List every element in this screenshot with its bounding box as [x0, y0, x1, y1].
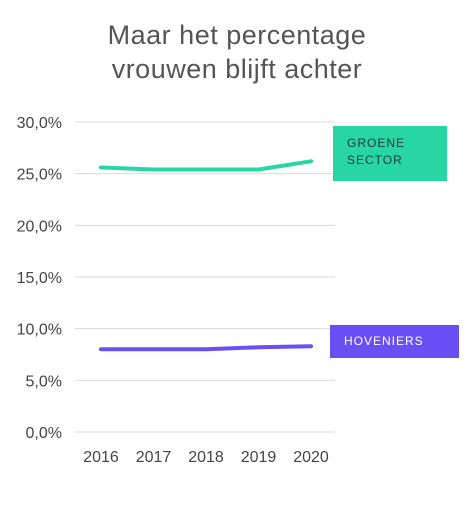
series-line-hoveniers [99, 344, 313, 352]
y-tick-label: 0,0% [26, 425, 62, 442]
y-tick-label: 15,0% [17, 270, 62, 287]
chart-title-line-2: vrouwen blijft achter [111, 54, 363, 84]
y-axis-ticks: 0,0% 5,0% 10,0% 15,0% 20,0% 25,0% 30,0% [17, 115, 62, 442]
y-tick-label: 20,0% [17, 218, 62, 235]
legend-hoveniers-label: HOVENIERS [344, 334, 424, 348]
gridlines [75, 121, 335, 433]
series-line-groene-sector [99, 159, 313, 172]
x-tick-label: 2018 [188, 449, 224, 466]
x-tick-label: 2020 [293, 449, 329, 466]
legend-groene-sector: GROENE SECTOR [333, 126, 447, 181]
chart-title: Maar het percentage vrouwen blijft achte… [0, 18, 474, 86]
series-lines [99, 159, 313, 352]
y-tick-label: 10,0% [17, 322, 62, 339]
legend-hoveniers: HOVENIERS [330, 325, 459, 358]
x-tick-label: 2016 [83, 449, 119, 466]
y-tick-label: 25,0% [17, 167, 62, 184]
x-axis-ticks: 2016 2017 2018 2019 2020 [83, 449, 329, 466]
chart-title-line-1: Maar het percentage [107, 20, 367, 50]
x-tick-label: 2019 [241, 449, 277, 466]
x-tick-label: 2017 [136, 449, 172, 466]
legend-groene-sector-line-2: SECTOR [347, 153, 403, 167]
y-tick-label: 5,0% [26, 373, 62, 390]
y-tick-label: 30,0% [17, 115, 62, 132]
legend-groene-sector-line-1: GROENE [347, 136, 406, 150]
